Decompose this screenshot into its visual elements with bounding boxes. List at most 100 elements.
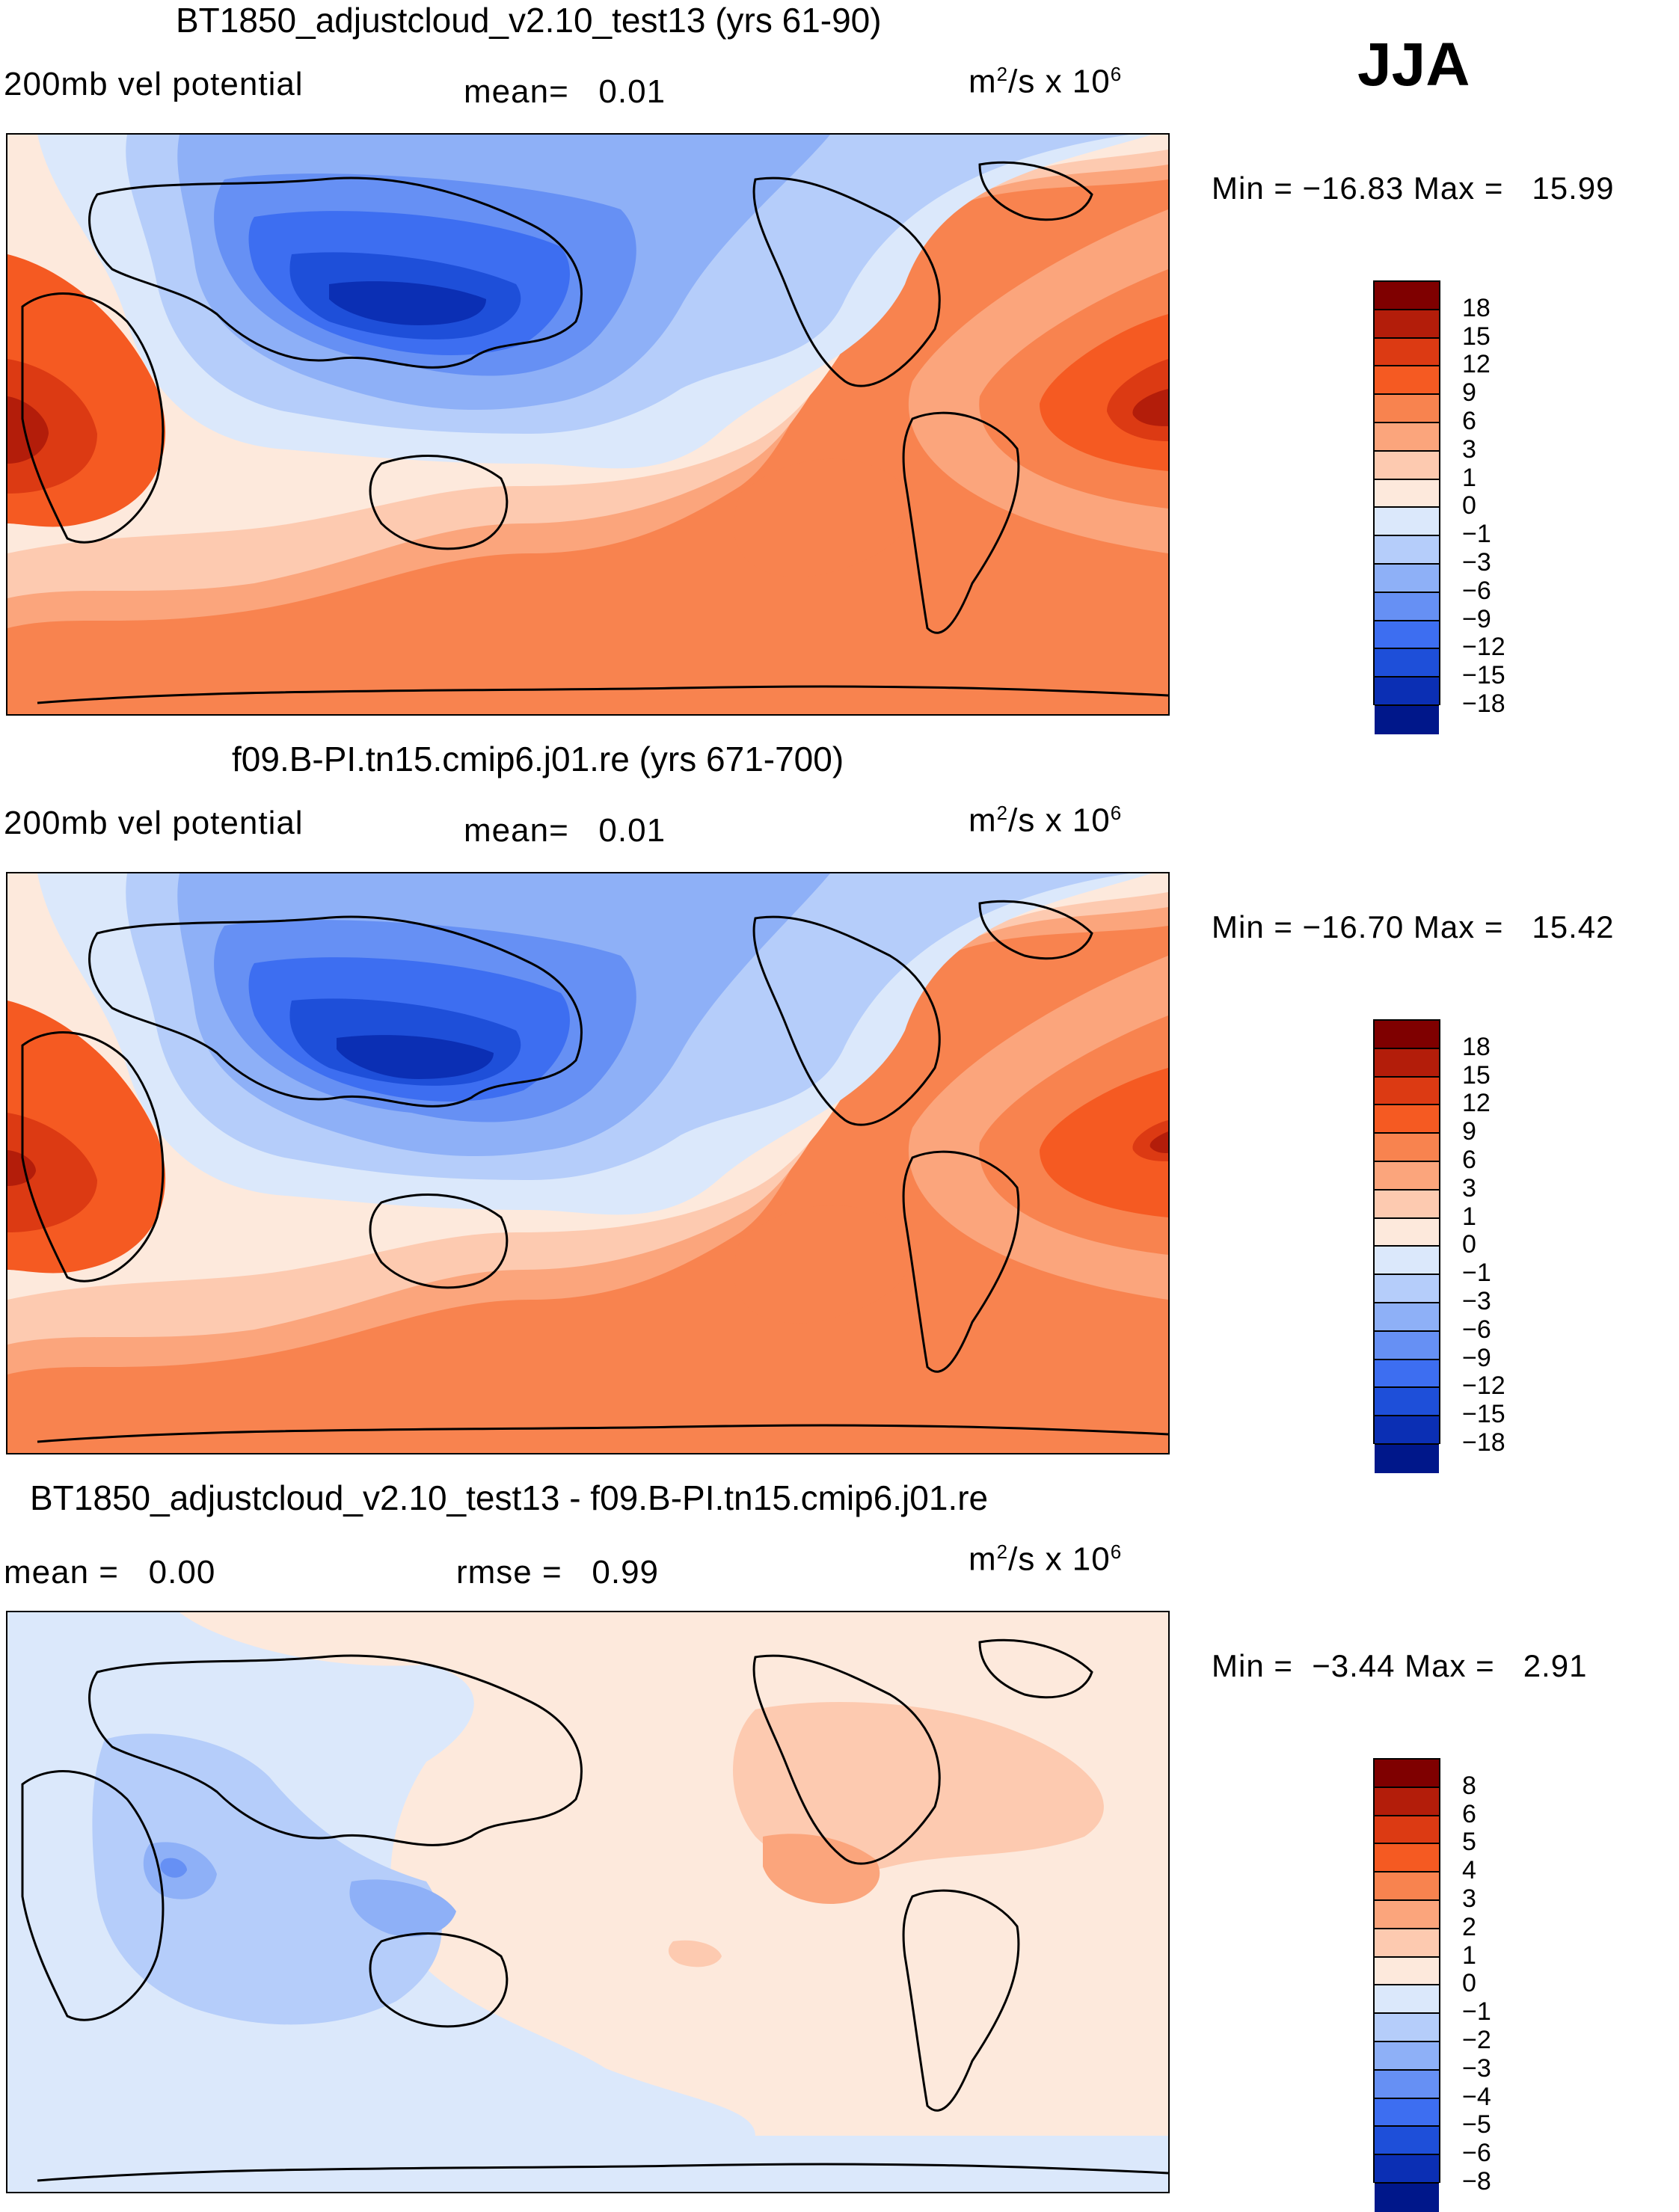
- colorbar-swatch: [1375, 2155, 1439, 2184]
- colorbar-swatch: [1375, 1957, 1439, 1986]
- colorbar-swatch: [1375, 592, 1439, 621]
- colorbar-swatch: [1375, 1048, 1439, 1078]
- panel3-rmse: rmse = 0.99: [456, 1554, 660, 1591]
- colorbar-tick-label: 3: [1462, 1884, 1476, 1913]
- colorbar-tick-label: 15: [1462, 1060, 1491, 1090]
- colorbar-tick-label: −3: [1462, 2053, 1491, 2083]
- colorbar-swatch: [1375, 705, 1439, 734]
- panel3-colorbar-swatches: [1375, 1760, 1439, 2212]
- panel3-colorbar: [1373, 1758, 1440, 2212]
- colorbar-tick-label: −18: [1462, 1428, 1505, 1457]
- colorbar-tick-label: −6: [1462, 2139, 1491, 2168]
- panel2-colorbar: [1373, 1019, 1440, 1473]
- colorbar-tick-label: 4: [1462, 1856, 1476, 1885]
- colorbar-tick-label: 3: [1462, 1173, 1476, 1202]
- panel1-mean: mean= 0.01: [464, 73, 666, 110]
- colorbar-tick-label: −9: [1462, 1343, 1491, 1372]
- colorbar-swatch: [1375, 536, 1439, 565]
- colorbar-tick-label: −6: [1462, 576, 1491, 605]
- panel1-variable: 200mb vel potential: [4, 66, 304, 102]
- colorbar-tick-label: 1: [1462, 1202, 1476, 1231]
- colorbar-swatch: [1375, 1303, 1439, 1332]
- panel1-map: [6, 133, 1170, 716]
- panel2-title: f09.B-PI.tn15.cmip6.j01.re (yrs 671-700): [232, 740, 844, 778]
- colorbar-tick-label: 1: [1462, 1941, 1476, 1970]
- panel2-mean: mean= 0.01: [464, 812, 666, 849]
- colorbar-tick-label: 5: [1462, 1828, 1476, 1857]
- colorbar-swatch: [1375, 1929, 1439, 1958]
- colorbar-tick-label: −5: [1462, 2110, 1491, 2139]
- colorbar-tick-label: 0: [1462, 491, 1476, 520]
- colorbar-swatch: [1375, 1247, 1439, 1276]
- colorbar-tick-label: 9: [1462, 1117, 1476, 1146]
- colorbar-swatch: [1375, 310, 1439, 339]
- colorbar-tick-label: 18: [1462, 1032, 1491, 1061]
- panel3-minmax: Min = −3.44 Max = 2.91: [1212, 1648, 1588, 1683]
- colorbar-tick-label: 6: [1462, 407, 1476, 435]
- colorbar-swatch: [1375, 1787, 1439, 1816]
- colorbar-swatch: [1375, 1388, 1439, 1417]
- colorbar-swatch: [1375, 2014, 1439, 2042]
- colorbar-swatch: [1375, 1021, 1439, 1049]
- colorbar-tick-label: 12: [1462, 1089, 1491, 1118]
- colorbar-swatch: [1375, 1900, 1439, 1929]
- colorbar-swatch: [1375, 1331, 1439, 1360]
- colorbar-swatch: [1375, 451, 1439, 480]
- panel3-title: BT1850_adjustcloud_v2.10_test13 - f09.B-…: [30, 1478, 989, 1517]
- colorbar-tick-label: 12: [1462, 350, 1491, 379]
- colorbar-swatch: [1375, 1844, 1439, 1873]
- colorbar-tick-label: −8: [1462, 2167, 1491, 2196]
- colorbar-swatch: [1375, 2183, 1439, 2212]
- colorbar-tick-label: 3: [1462, 434, 1476, 464]
- colorbar-swatch: [1375, 1077, 1439, 1106]
- colorbar-swatch: [1375, 2070, 1439, 2099]
- colorbar-tick-label: 8: [1462, 1771, 1476, 1800]
- colorbar-swatch: [1375, 1190, 1439, 1219]
- colorbar-swatch: [1375, 649, 1439, 678]
- colorbar-swatch: [1375, 1872, 1439, 1901]
- colorbar-swatch: [1375, 1360, 1439, 1389]
- panel2-minmax: Min = −16.70 Max = 15.42: [1212, 909, 1615, 944]
- colorbar-tick-label: 9: [1462, 378, 1476, 408]
- panel2-map: [6, 872, 1170, 1454]
- colorbar-swatch: [1375, 1161, 1439, 1191]
- colorbar-swatch: [1375, 508, 1439, 537]
- colorbar-swatch: [1375, 564, 1439, 593]
- colorbar-tick-label: −12: [1462, 633, 1505, 662]
- colorbar-tick-label: −1: [1462, 1997, 1491, 2027]
- colorbar-swatch: [1375, 2042, 1439, 2071]
- panel1-minmax: Min = −16.83 Max = 15.99: [1212, 170, 1615, 206]
- colorbar-swatch: [1375, 1275, 1439, 1303]
- colorbar-tick-label: 1: [1462, 463, 1476, 492]
- panel1-title: BT1850_adjustcloud_v2.10_test13 (yrs 61-…: [176, 1, 882, 40]
- colorbar-tick-label: −6: [1462, 1315, 1491, 1344]
- colorbar-swatch: [1375, 1444, 1439, 1473]
- colorbar-tick-label: −2: [1462, 2026, 1491, 2054]
- colorbar-swatch: [1375, 1218, 1439, 1247]
- panel1-colorbar-swatches: [1375, 282, 1439, 734]
- colorbar-swatch: [1375, 621, 1439, 650]
- colorbar-tick-label: 6: [1462, 1799, 1476, 1828]
- colorbar-swatch: [1375, 1760, 1439, 1788]
- colorbar-tick-label: 6: [1462, 1146, 1476, 1174]
- colorbar-tick-label: −4: [1462, 2082, 1491, 2111]
- colorbar-swatch: [1375, 423, 1439, 452]
- colorbar-swatch: [1375, 282, 1439, 310]
- colorbar-tick-label: −3: [1462, 548, 1491, 577]
- panel3-mean: mean = 0.00: [4, 1554, 216, 1591]
- panel2-variable: 200mb vel potential: [4, 805, 304, 841]
- colorbar-tick-label: −1: [1462, 1259, 1491, 1288]
- panel2-units: m2/s x 106: [969, 802, 1123, 839]
- panel2-colorbar-swatches: [1375, 1021, 1439, 1473]
- colorbar-tick-label: −1: [1462, 520, 1491, 549]
- colorbar-swatch: [1375, 1816, 1439, 1845]
- colorbar-swatch: [1375, 366, 1439, 396]
- colorbar-tick-label: 0: [1462, 1230, 1476, 1259]
- colorbar-swatch: [1375, 1105, 1439, 1134]
- colorbar-swatch: [1375, 2098, 1439, 2127]
- colorbar-tick-label: 15: [1462, 322, 1491, 351]
- colorbar-tick-label: −15: [1462, 661, 1505, 690]
- colorbar-tick-label: 2: [1462, 1912, 1476, 1941]
- colorbar-tick-label: −12: [1462, 1371, 1505, 1401]
- colorbar-swatch: [1375, 338, 1439, 367]
